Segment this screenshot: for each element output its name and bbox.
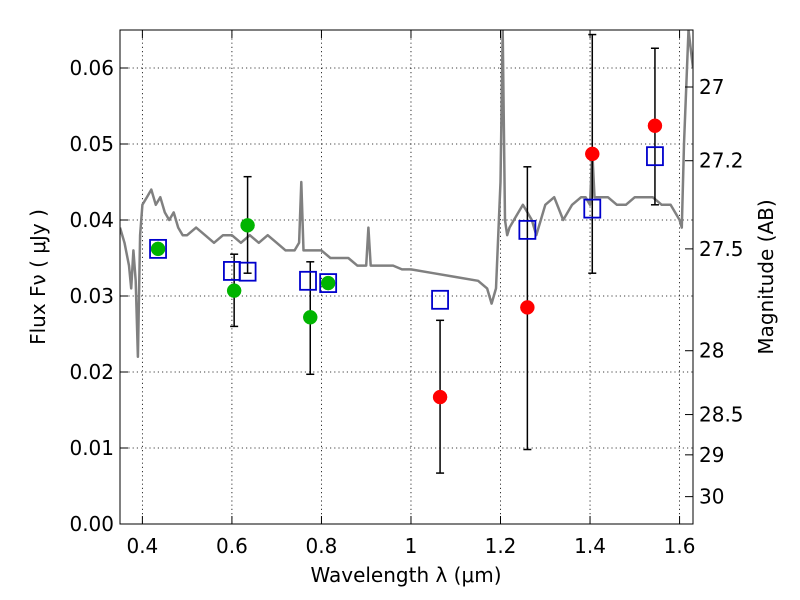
- data-point: [585, 146, 600, 162]
- tick-layer: 0.4 0.6 0.8 1 1.2 1.4 1.6 0.00 0.01 0.02 0.03 0.04 0…: [69, 30, 744, 558]
- grid-layer: [120, 30, 693, 525]
- model-photometry-square: [149, 238, 167, 259]
- right-tick-label: 27.2: [699, 149, 744, 173]
- x-tick-label: 0.6: [216, 534, 248, 558]
- data-point: [150, 241, 166, 257]
- model-photometry-square: [518, 219, 537, 240]
- y-tick-label: 0.04: [69, 208, 114, 232]
- data-point: [432, 389, 448, 405]
- data-point: [226, 283, 242, 298]
- right-tick-label: 30: [699, 485, 724, 509]
- right-tick-label: 27: [699, 75, 724, 99]
- model-photometry-square: [583, 198, 602, 219]
- right-tick-label: 28.5: [699, 403, 744, 427]
- right-tick-label: 29: [699, 443, 724, 467]
- data-point: [520, 300, 535, 315]
- model-photometry-square: [299, 270, 317, 291]
- x-tick-label: 0.4: [126, 534, 158, 558]
- data-point: [303, 310, 318, 325]
- x-tick-label: 1.2: [485, 534, 517, 558]
- right-tick-label: 27.5: [699, 237, 744, 261]
- x-tick-label: 1: [405, 534, 418, 558]
- model-photometry-square: [319, 273, 338, 293]
- plot-frame: [119, 29, 694, 525]
- model-photometry-square: [238, 261, 257, 282]
- data-point: [240, 218, 255, 233]
- y-tick-label: 0.02: [69, 360, 114, 384]
- data-point: [647, 118, 663, 134]
- x-tick-label: 0.8: [306, 534, 338, 558]
- model-photometry-square: [431, 289, 449, 310]
- curve-layer: [120, 30, 693, 359]
- y-tick-label: 0.06: [69, 56, 114, 80]
- x-axis-label: Wavelength λ (μm): [310, 563, 501, 587]
- x-tick-label: 1.4: [574, 534, 606, 558]
- y-tick-label: 0.03: [69, 284, 114, 308]
- model-photometry-square: [646, 146, 664, 167]
- errorbar-layer: [230, 33, 659, 474]
- y-tick-label: 0.01: [69, 436, 114, 460]
- model-photometry-square: [223, 261, 241, 281]
- right-tick-label: 28: [699, 339, 724, 363]
- marker-layer: [149, 118, 664, 405]
- data-point: [320, 275, 336, 291]
- x-tick-label: 1.6: [664, 534, 696, 558]
- y-tick-label: 0.05: [69, 132, 114, 156]
- model-sed-line: [120, 30, 693, 359]
- y-tick-label: 0.00: [69, 512, 114, 536]
- y-axis-right-label: Magnitude (AB): [754, 199, 778, 354]
- y-axis-label: Flux Fν ( μJy ): [26, 209, 50, 345]
